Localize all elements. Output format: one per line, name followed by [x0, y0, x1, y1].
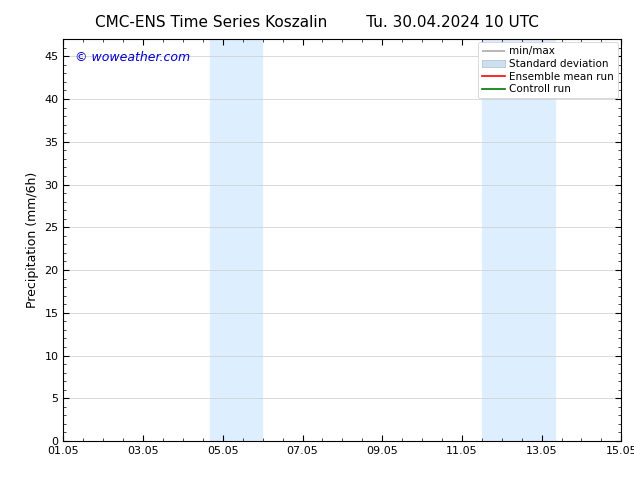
Bar [210, 39, 262, 441]
Text: © woweather.com: © woweather.com [75, 51, 190, 64]
Bar [482, 39, 555, 441]
Text: CMC-ENS Time Series Koszalin        Tu. 30.04.2024 10 UTC: CMC-ENS Time Series Koszalin Tu. 30.04.2… [95, 15, 539, 30]
Y-axis label: Precipitation (mm/6h): Precipitation (mm/6h) [26, 172, 39, 308]
Legend: min/max, Standard deviation, Ensemble mean run, Controll run: min/max, Standard deviation, Ensemble me… [478, 42, 618, 98]
